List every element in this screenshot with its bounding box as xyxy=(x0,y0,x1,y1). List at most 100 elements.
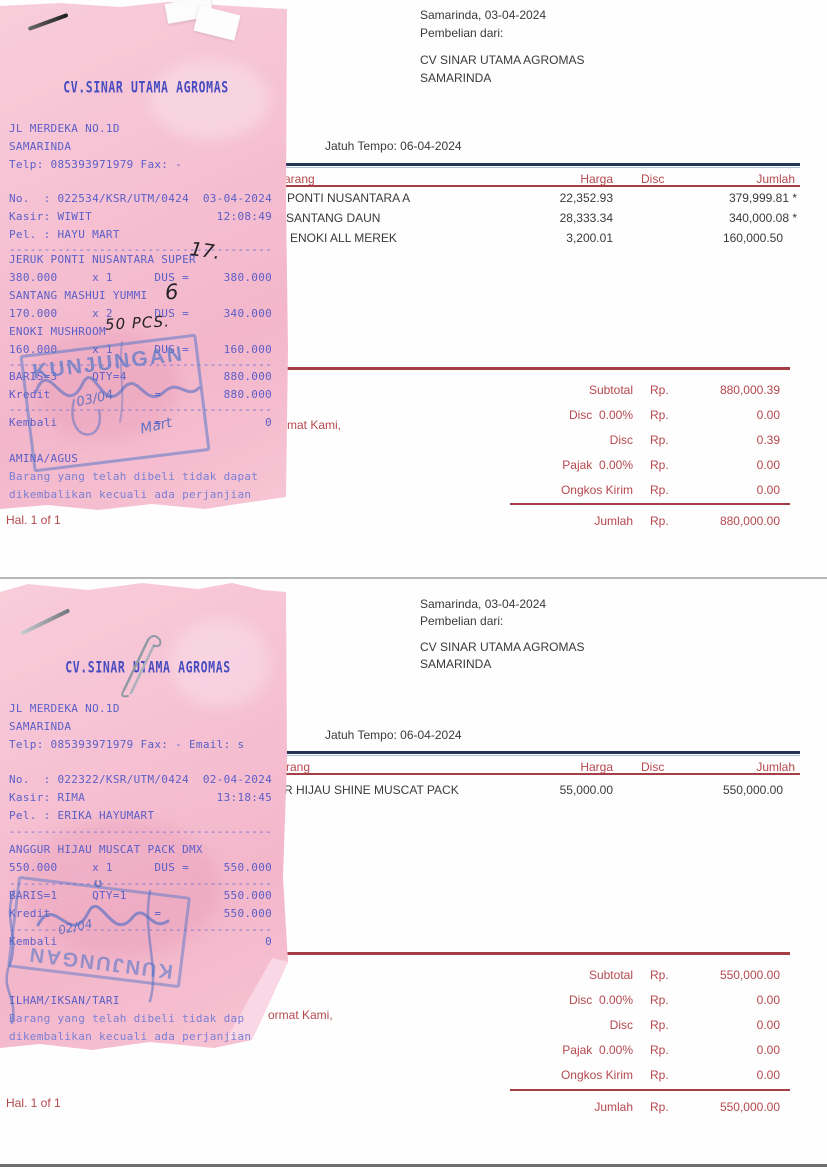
receipt-address-line: JL MERDEKA NO.1D xyxy=(9,702,120,715)
table-top-rule-thin xyxy=(252,167,800,168)
receipt-item-line: SANTANG MASHUI YUMMI xyxy=(9,289,148,302)
grand-total-label: Jumlah xyxy=(594,514,633,528)
invoice-purchase-label: Pembelian dari: xyxy=(420,26,504,40)
handwritten-note: 17. xyxy=(188,238,222,264)
table-top-rule-thin xyxy=(252,755,800,756)
summary-label: Ongkos Kirim xyxy=(560,1068,633,1082)
receipt-divider: -------------------------------------- xyxy=(9,243,273,256)
summary-value: 0.00 xyxy=(756,408,780,422)
receipt-change-line: Kembali = 0 xyxy=(9,416,273,429)
receipt-clerk-line: ILHAM/IKSAN/TARI xyxy=(9,994,120,1007)
summary-value: 0.00 xyxy=(756,458,780,472)
summary-top-rule xyxy=(262,367,790,370)
summary-currency: Rp. xyxy=(650,408,669,422)
receipt-change-line: Kembali 0 xyxy=(9,935,273,948)
grand-total-label: Jumlah xyxy=(594,1100,633,1114)
receipt-divider: -------------------------------------- xyxy=(9,825,273,838)
grand-total-currency: Rp. xyxy=(650,514,669,528)
receipt-meta-line: Pel. : ERIKA HAYUMART xyxy=(9,809,155,822)
receipt-meta-line: No. : 022534/KSR/UTM/0424 03-04-2024 xyxy=(9,192,273,205)
summary-label: Subtotal xyxy=(588,383,633,397)
receipt-meta-line: Pel. : HAYU MART xyxy=(9,228,120,241)
receipt-item-line: 160.000 x 1 DUS = 160.000 xyxy=(9,343,273,356)
signature-scribble xyxy=(5,880,170,1025)
receipt-divider: -------------------------------------- xyxy=(9,358,273,371)
summary-value: 0.00 xyxy=(756,1018,780,1032)
summary-currency: Rp. xyxy=(650,383,669,397)
scan-separator-line xyxy=(0,577,827,579)
col-header-price: Harga xyxy=(580,172,613,186)
receipt-warning-line: Barang yang telah dibeli tidak dap xyxy=(9,1012,245,1025)
receipt-store-name: CV.SINAR UTAMA AGROMAS xyxy=(63,77,229,97)
table-row-item: SANTANG DAUN xyxy=(286,211,381,225)
receipt-address-line: SAMARINDA xyxy=(9,140,72,153)
summary-currency: Rp. xyxy=(650,968,669,982)
col-header-disc: Disc xyxy=(641,760,665,774)
receipt-item-line: JERUK PONTI NUSANTARA SUPER xyxy=(9,253,196,266)
receipt-store-name: CV.SINAR UTAMA AGROMAS xyxy=(65,657,231,677)
summary-currency: Rp. xyxy=(650,483,669,497)
receipt-item-line: 550.000 x 1 DUS = 550.000 xyxy=(9,861,273,874)
summary-label: Subtotal xyxy=(588,968,633,982)
receipt-top: CV.SINAR UTAMA AGROMAS JL MERDEKA NO.1D … xyxy=(0,2,288,510)
summary-currency: Rp. xyxy=(650,1018,669,1032)
receipt-total-line: Kredit = 550.000 xyxy=(9,907,273,920)
receipt-contact-line: Telp: 085393971979 Fax: - xyxy=(9,158,183,171)
grand-total-value: 880,000.00 xyxy=(719,514,780,528)
summary-value: 0.00 xyxy=(756,1068,780,1082)
receipt-address-line: JL MERDEKA NO.1D xyxy=(9,122,120,135)
col-header-disc: Disc xyxy=(641,172,665,186)
receipt-item-line: ANGGUR HIJAU MUSCAT PACK DMX xyxy=(9,843,203,856)
receipt-meta-line: Kasir: WIWIT 12:08:49 xyxy=(9,210,273,223)
table-top-rule xyxy=(252,751,800,754)
metal-pin xyxy=(19,608,71,636)
table-header-rule xyxy=(252,185,800,187)
invoice-purchase-label: Pembelian dari: xyxy=(420,614,504,628)
col-header-price: Harga xyxy=(580,760,613,774)
receipt-crease-shading xyxy=(20,818,220,958)
table-row-total: 550,000.00 xyxy=(722,783,783,797)
summary-value: 0.00 xyxy=(756,1043,780,1057)
table-row-total: 379,999.81 * xyxy=(728,191,797,205)
invoice-city-date: Samarinda, 03-04-2024 xyxy=(420,8,547,22)
invoice-city-date: Samarinda, 03-04-2024 xyxy=(420,597,547,611)
col-header-item: rang xyxy=(286,760,311,774)
receipt-highlight xyxy=(170,618,270,708)
page-number-label: Hal. 1 of 1 xyxy=(6,1096,61,1110)
handwritten-note: 6 xyxy=(164,279,180,305)
grand-total-rule xyxy=(510,1089,790,1091)
scan-bottom-edge xyxy=(0,1164,827,1167)
receipt-warning-line: dikembalikan kecuali ada perjanjian xyxy=(9,488,252,501)
table-row-price: 28,333.34 xyxy=(559,211,613,225)
receipt-total-line: BARIS=1 QTY=1 550.000 xyxy=(9,889,273,902)
table-row-total: 340,000.08 * xyxy=(728,211,797,225)
summary-label: Pajak 0.00% xyxy=(562,458,633,472)
summary-value: 880,000.39 xyxy=(719,383,780,397)
summary-currency: Rp. xyxy=(650,993,669,1007)
invoice-vendor-city: SAMARINDA xyxy=(420,657,492,671)
table-row-item: R HIJAU SHINE MUSCAT PACK xyxy=(284,783,459,797)
signature-label-fragment: mat Kami, xyxy=(287,418,342,432)
summary-label: Disc 0.00% xyxy=(568,408,633,422)
summary-value: 550,000.00 xyxy=(719,968,780,982)
table-row-item: ENOKI ALL MEREK xyxy=(290,231,397,245)
safety-pin xyxy=(121,635,162,698)
invoice-due-date: Jatuh Tempo: 06-04-2024 xyxy=(325,139,462,153)
summary-currency: Rp. xyxy=(650,458,669,472)
table-row-price: 55,000.00 xyxy=(559,783,613,797)
summary-currency: Rp. xyxy=(650,1068,669,1082)
signature-label-fragment: ormat Kami, xyxy=(268,1008,333,1022)
receipt-divider: -------------------------------------- xyxy=(9,403,273,416)
invoice-vendor-city: SAMARINDA xyxy=(420,71,492,85)
summary-value: 0.00 xyxy=(756,993,780,1007)
col-header-total: Jumlah xyxy=(756,760,795,774)
grand-total-rule xyxy=(510,503,790,505)
grand-total-value: 550,000.00 xyxy=(719,1100,780,1114)
table-row-total: 160,000.50 xyxy=(722,231,783,245)
receipt-total-line: Kredit = 880.000 xyxy=(9,388,273,401)
table-row-price: 3,200.01 xyxy=(566,231,613,245)
receipt-address-line: SAMARINDA xyxy=(9,720,72,733)
